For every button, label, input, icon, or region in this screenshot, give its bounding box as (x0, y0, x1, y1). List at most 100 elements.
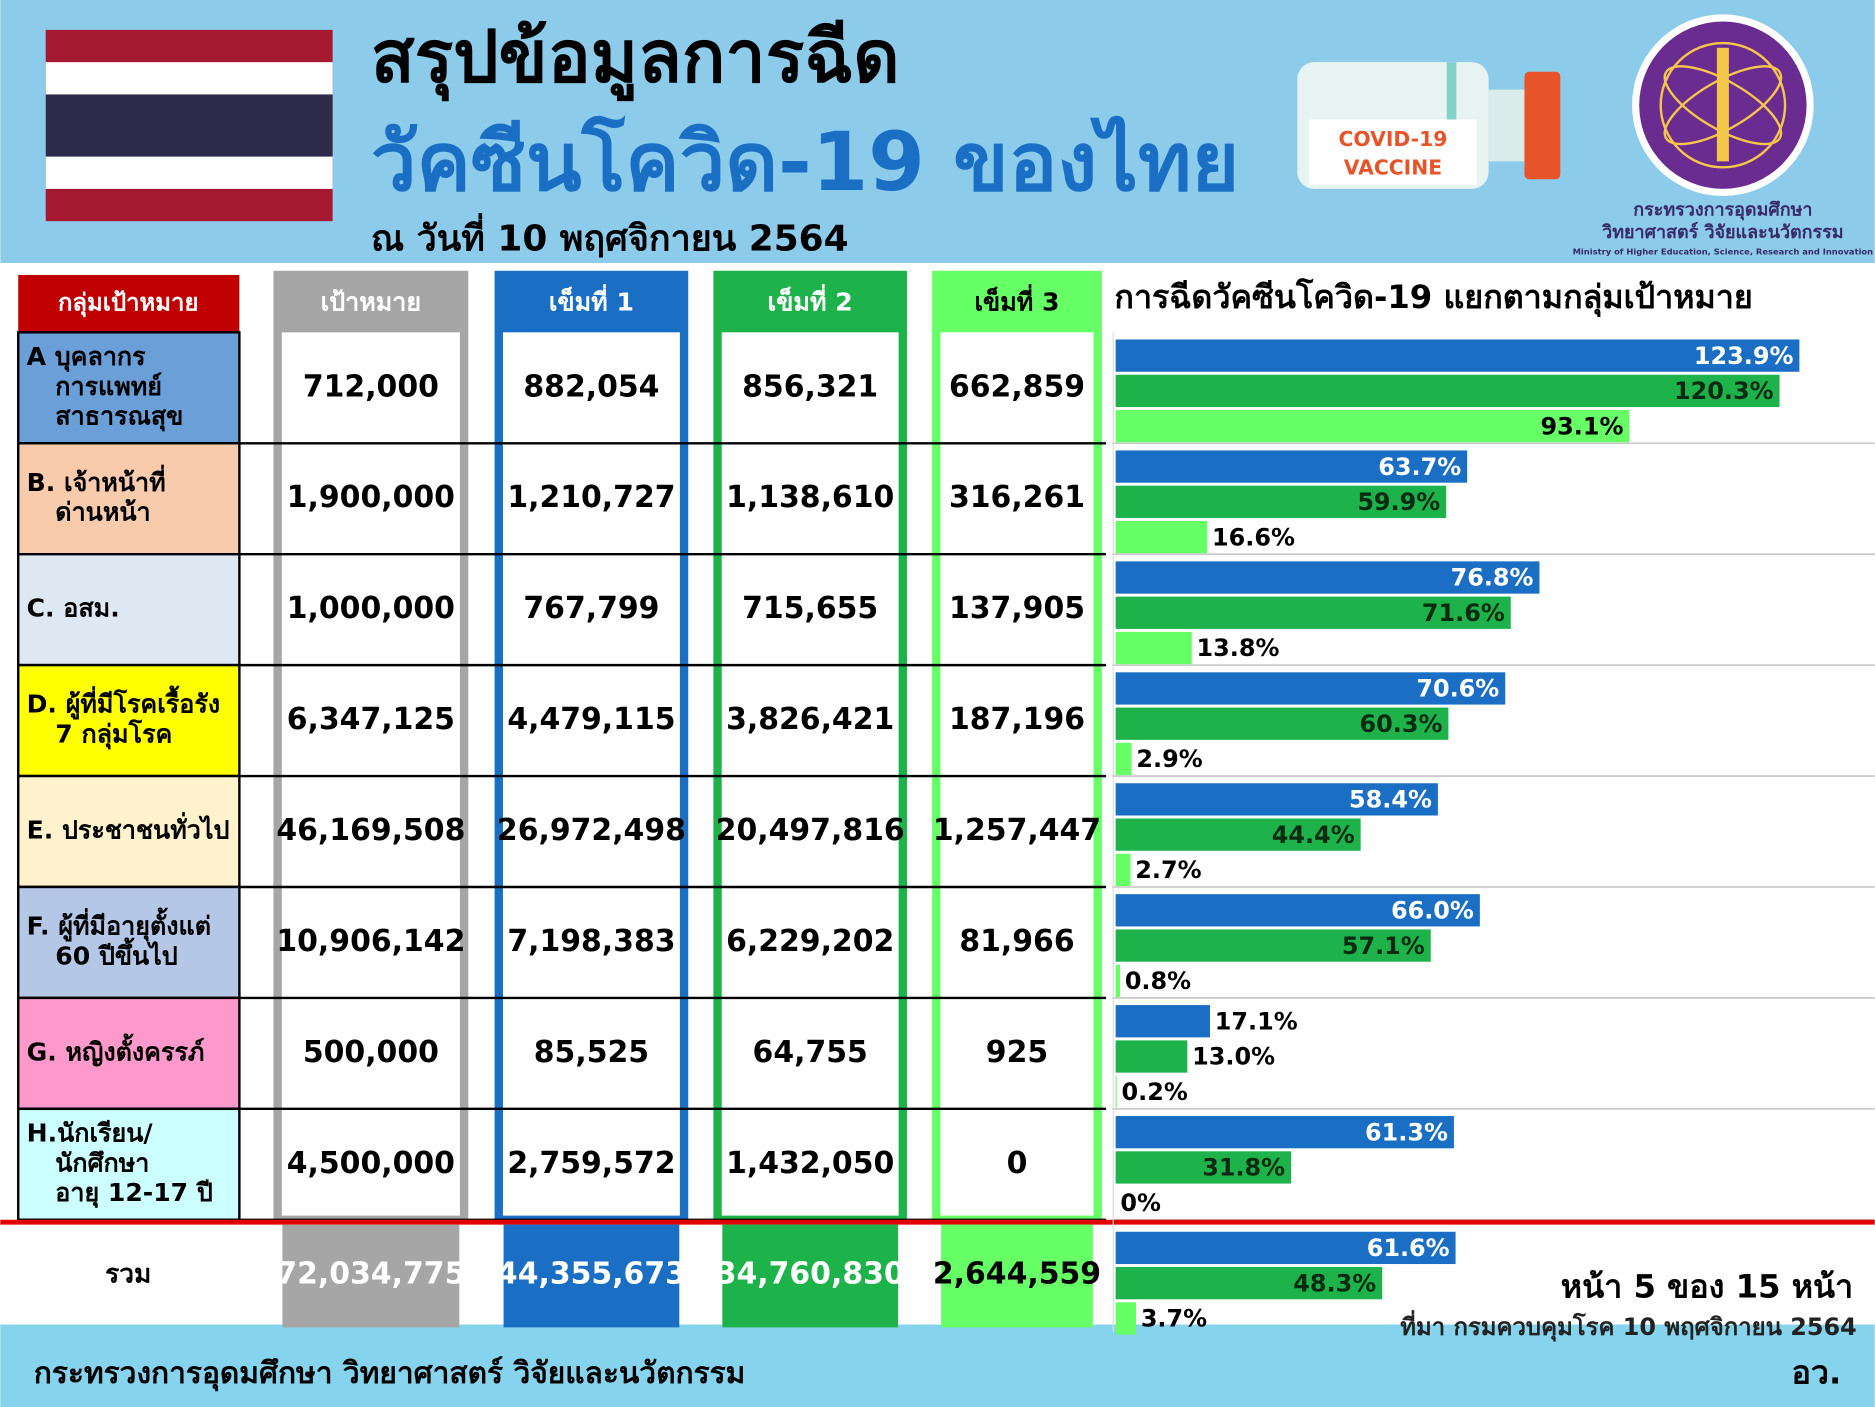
total-cell (282, 1224, 460, 1328)
total-cell (722, 1224, 899, 1328)
table-cell: 81,966 (959, 924, 1074, 959)
row-label-cell (17, 996, 241, 1111)
header-cell (18, 274, 240, 333)
value-label: 17.1% (1215, 1007, 1298, 1035)
table-cell: 767,799 (523, 591, 659, 626)
bar (1115, 672, 1506, 705)
value-label: 61.3% (1365, 1118, 1448, 1146)
bar (1115, 853, 1131, 887)
ministry-logo-text: Ministry of Higher Education, Science, R… (1573, 247, 1874, 257)
value-label: 123.9% (1694, 342, 1794, 370)
chart-title: การฉีดวัคซีนโควิด-19 แยกตามกลุ่มเป้าหมาย (1114, 278, 1752, 318)
value-label: 60.3% (1360, 710, 1443, 738)
total-value: 72,034,775 (276, 1256, 465, 1291)
table-cell: 85,525 (534, 1035, 649, 1070)
vaccine-bottle (1297, 62, 1561, 189)
row-label-cell (17, 331, 241, 445)
bar (1115, 894, 1480, 927)
table-cell: 64,755 (753, 1035, 868, 1070)
bar (1115, 450, 1468, 483)
value-label: 76.8% (1451, 564, 1534, 592)
flag (45, 29, 333, 222)
value-label: 71.6% (1422, 599, 1505, 627)
value-label: 58.4% (1349, 786, 1432, 814)
table-cell: 316,261 (949, 480, 1085, 515)
table-cell: 1,432,050 (726, 1146, 894, 1181)
table-cell: 712,000 (303, 369, 439, 404)
bar (1115, 818, 1361, 851)
table-cell: 46,169,508 (276, 813, 465, 848)
title: วัคซีนโควิด-19 ของไทย (371, 115, 1239, 210)
row-label: 7 กลุ่มโรค (55, 719, 172, 751)
column-header: เข็มที่ 2 (768, 284, 853, 317)
table-cell: 662,859 (949, 369, 1085, 404)
table-cell: 0 (1007, 1146, 1028, 1181)
bar (1115, 742, 1132, 776)
total-value: 44,355,673 (497, 1256, 686, 1291)
bar (1115, 520, 1208, 554)
table-cell: 26,972,498 (497, 813, 686, 848)
table-cell: 856,321 (742, 369, 878, 404)
table-cell: 500,000 (303, 1035, 439, 1070)
column-header: กลุ่มเป้าหมาย (58, 289, 199, 318)
bar (1115, 783, 1438, 816)
row-label: สาธารณสุข (55, 402, 183, 433)
table-cell: 1,900,000 (287, 480, 455, 515)
ministry-logo-text: กระทรวงการอุดมศึกษา (1633, 199, 1812, 220)
row-label-cell (17, 552, 241, 667)
table-cell: 1,210,727 (507, 480, 675, 515)
row-label-cell (17, 442, 241, 556)
row-label: อายุ 12-17 ปี (55, 1178, 213, 1209)
value-label: 0.8% (1125, 967, 1191, 995)
column-frame (494, 270, 689, 1224)
row-label: A บุคลากร (27, 342, 147, 373)
table-cell: 187,196 (949, 702, 1085, 737)
table-cell: 1,257,447 (933, 813, 1101, 848)
table-cell: 715,655 (742, 591, 878, 626)
row-label-cell (17, 885, 241, 1000)
row-label: D. ผู้ที่มีโรคเรื้อรัง (27, 685, 220, 721)
row-label: F. ผู้ที่มีอายุตั้งแต่ (27, 907, 211, 943)
source: ที่มา กรมควบคุมโรค 10 พฤศจิกายน 2564 (1400, 1310, 1857, 1342)
table-cell: 4,479,115 (507, 702, 675, 737)
row-label: 60 ปีขึ้นไป (55, 936, 177, 970)
table-cell: 20,497,816 (716, 813, 905, 848)
header-cell (498, 274, 685, 333)
bar (1115, 561, 1540, 594)
value-label: 63.7% (1378, 453, 1461, 481)
value-label: 16.6% (1212, 523, 1295, 551)
bar (1115, 410, 1630, 443)
value-label: 70.6% (1416, 675, 1499, 703)
value-label: 13.0% (1192, 1043, 1275, 1071)
date: ณ วันที่ 10 พฤศจิกายน 2564 (371, 212, 849, 259)
table-cell: 1,138,610 (726, 480, 894, 515)
bar (1115, 1267, 1383, 1300)
bar (1115, 707, 1449, 740)
column-frame (713, 270, 908, 1224)
bar (1115, 485, 1447, 518)
ministry-logo-text: วิทยาศาสตร์ วิจัยและนวัตกรรม (1601, 221, 1843, 243)
bar (1115, 1231, 1456, 1265)
bar (1115, 964, 1121, 997)
bar (1115, 339, 1800, 372)
value-label: 0.2% (1122, 1078, 1188, 1106)
value-label: 120.3% (1674, 377, 1774, 405)
value-label: 3.7% (1141, 1305, 1207, 1333)
total-cell (941, 1224, 1093, 1328)
row-label-cell (17, 1107, 241, 1221)
bar (1115, 596, 1511, 629)
column-header: เข็มที่ 1 (549, 284, 634, 317)
table-cell: 6,347,125 (287, 702, 455, 737)
header-cell (717, 274, 903, 333)
title: สรุปข้อมูลการฉีด (371, 15, 900, 102)
bar (1115, 1075, 1117, 1108)
vaccine-label: VACCINE (1344, 156, 1442, 180)
table-cell: 3,826,421 (726, 702, 894, 737)
bar (1115, 374, 1780, 408)
header-cell (277, 274, 465, 333)
table-cell: 925 (986, 1035, 1048, 1070)
table-cell: 882,054 (523, 369, 659, 404)
value-label: 61.6% (1367, 1234, 1450, 1262)
row-label-cell (17, 774, 241, 889)
